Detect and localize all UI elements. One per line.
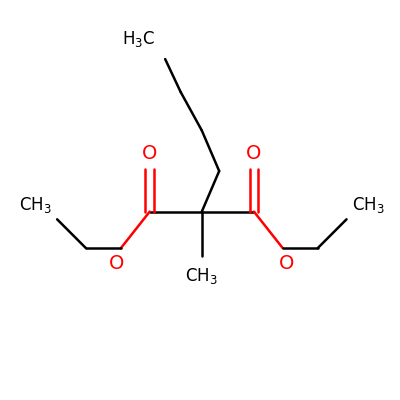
Text: O: O — [246, 144, 262, 163]
Text: O: O — [109, 254, 125, 273]
Text: CH$_3$: CH$_3$ — [186, 266, 218, 286]
Text: O: O — [279, 254, 294, 273]
Text: CH$_3$: CH$_3$ — [352, 196, 385, 216]
Text: O: O — [142, 144, 158, 163]
Text: H$_3$C: H$_3$C — [122, 30, 156, 50]
Text: CH$_3$: CH$_3$ — [18, 196, 51, 216]
